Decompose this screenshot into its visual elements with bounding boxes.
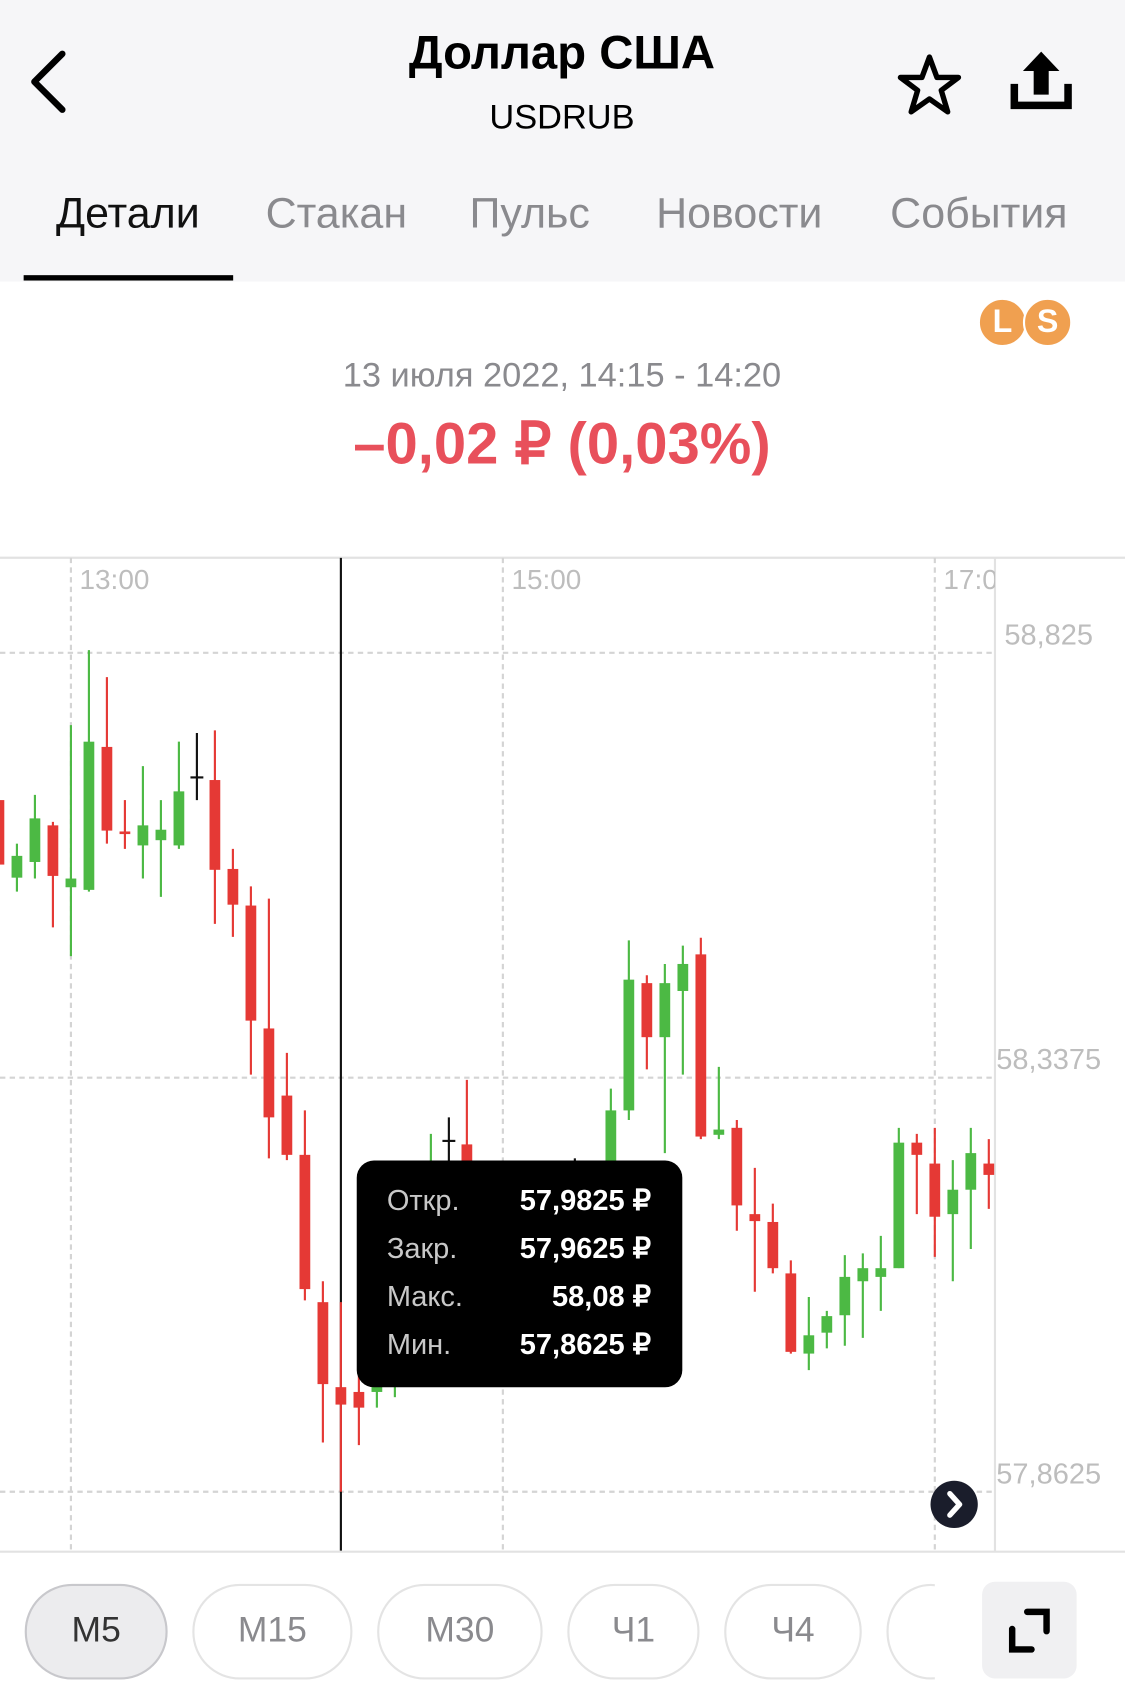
favorite-button[interactable] (897, 54, 962, 115)
candle-body (677, 963, 689, 991)
timeframe-label: Ч1 (612, 1610, 655, 1650)
candle-body (173, 791, 185, 846)
badge-label: S (1037, 303, 1059, 339)
candle-body (227, 868, 239, 905)
candle-body (137, 825, 149, 846)
candle-body (767, 1221, 779, 1269)
candle-body (190, 776, 204, 779)
candle-body (0, 800, 5, 865)
badge (1022, 297, 1073, 348)
candle-body (299, 1154, 311, 1290)
y-tick-label: 57,8625 (996, 1458, 1101, 1490)
timeframe-label: Ч4 (771, 1610, 814, 1650)
y-tick-label: 58,3375 (996, 1044, 1101, 1076)
candle-body (623, 979, 635, 1111)
candle-body (209, 780, 221, 870)
candle-body (47, 825, 59, 876)
tab[interactable]: Стакан (266, 189, 408, 237)
timeframes: M5 M15 M30 Ч1 Ч4 (24, 1583, 862, 1680)
tooltip-label: Макс. (387, 1281, 463, 1313)
tab[interactable]: Детали (56, 189, 200, 237)
candle-body (83, 741, 95, 890)
candle-body (353, 1391, 365, 1408)
badge-label: L (993, 303, 1013, 339)
title: Доллар США (409, 26, 715, 79)
x-tick-label: 15:00 (511, 564, 581, 595)
candle-body (839, 1276, 851, 1316)
candle-body (442, 1139, 456, 1142)
candle-body (929, 1163, 941, 1217)
candle-body (281, 1095, 293, 1155)
candle-body (245, 905, 257, 1021)
timeframe-label: M30 (425, 1610, 494, 1650)
change: –0,02 ₽ (0,03%) (353, 411, 770, 476)
timeframe-button[interactable] (724, 1583, 862, 1680)
candle-body (11, 855, 23, 878)
y-tick-label: 58,825 (1004, 619, 1093, 651)
plot: 13:00 15:00 17:00 (0, 557, 1013, 1551)
candle-body (821, 1316, 833, 1333)
header-bg (0, 0, 1125, 282)
x-tick-label: 13:00 (80, 564, 150, 595)
candle-body (659, 983, 671, 1038)
candle-body (893, 1142, 905, 1269)
candle-body (263, 1028, 275, 1118)
candle-body (335, 1387, 347, 1405)
candle-body (65, 878, 77, 888)
subtitle: USDRUB (489, 98, 634, 136)
candle-body (983, 1163, 995, 1175)
candle-body (785, 1273, 797, 1352)
timeframe-label: M5 (72, 1610, 121, 1650)
tooltip-label: Закр. (387, 1233, 458, 1265)
timeframe-button[interactable] (24, 1583, 168, 1680)
tooltip-label: Мин. (387, 1329, 451, 1361)
candle-body (947, 1189, 959, 1215)
candle-body (605, 1110, 617, 1167)
candle-body (317, 1302, 329, 1385)
candle-body (803, 1335, 815, 1354)
tooltip-value: 57,8625 ₽ (520, 1329, 651, 1361)
candle-body (695, 954, 707, 1137)
period: 13 июля 2022, 14:15 - 14:20 (343, 356, 781, 394)
candle-body (101, 746, 113, 831)
candle-body (749, 1214, 761, 1222)
timeframe-button[interactable] (567, 1583, 700, 1680)
candle-body (713, 1129, 725, 1135)
candle-body (641, 983, 653, 1038)
tab[interactable]: События (890, 189, 1067, 237)
tooltip-label: Откр. (387, 1185, 460, 1217)
candle-body (155, 829, 167, 841)
candle-body (119, 831, 131, 835)
tab[interactable]: Пульс (470, 189, 590, 237)
expand-button[interactable] (982, 1581, 1077, 1679)
back-button[interactable] (31, 50, 66, 113)
candle-body (875, 1268, 887, 1277)
candle-body (29, 818, 41, 862)
fade (934, 1553, 983, 1685)
tooltip-value: 58,08 ₽ (552, 1281, 651, 1313)
timeframe-button[interactable] (192, 1583, 353, 1680)
candle-body (965, 1153, 977, 1190)
candle-body (857, 1268, 869, 1282)
candle-body (731, 1127, 743, 1206)
share-button[interactable] (1010, 51, 1072, 110)
tooltip: Откр. 57,9825 ₽ Закр. 57,9625 ₽ Макс. 58,08 ₽… (356, 1160, 683, 1388)
tabs: Детали Стакан Пульс Новости События (56, 189, 1068, 237)
tab[interactable]: Новости (656, 189, 822, 237)
candle-body (371, 1385, 383, 1392)
candle-body (911, 1142, 923, 1155)
timeframe-label: M15 (238, 1610, 307, 1650)
timeframe-button[interactable] (377, 1583, 543, 1680)
x-tick-label: 17:00 (943, 564, 1013, 595)
tooltip-value: 57,9625 ₽ (520, 1233, 651, 1265)
tooltip-value: 57,9825 ₽ (520, 1185, 651, 1217)
tab-underline (23, 275, 234, 281)
next-button[interactable] (930, 1480, 978, 1529)
